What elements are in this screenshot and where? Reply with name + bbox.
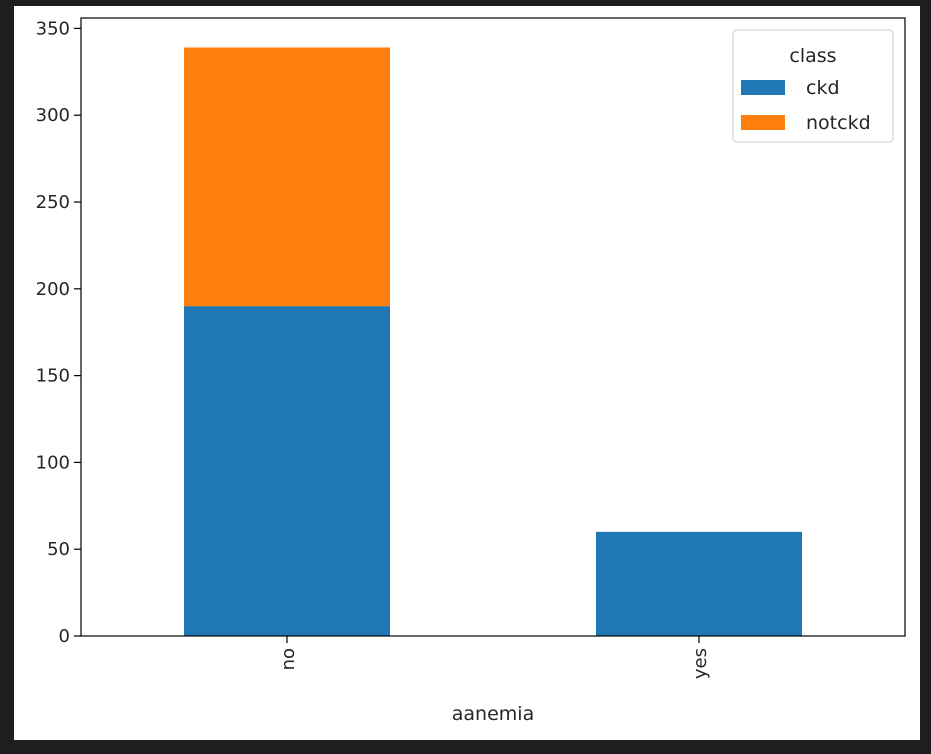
bar-yes-ckd bbox=[596, 531, 802, 636]
x-axis-ticks: no yes bbox=[278, 636, 711, 679]
y-tick-label: 250 bbox=[36, 192, 70, 213]
stacked-bar-chart: 0 50 100 150 200 250 300 350 no yes aanemia clas… bbox=[36, 17, 906, 725]
figure-canvas: 0 50 100 150 200 250 300 350 no yes aanemia clas… bbox=[14, 6, 920, 740]
plot-area-frame bbox=[80, 17, 906, 637]
legend-swatch-notckd bbox=[741, 115, 785, 130]
x-tick-label-no: no bbox=[278, 648, 299, 670]
x-axis-label: aanemia bbox=[452, 703, 534, 725]
y-tick-label: 300 bbox=[36, 105, 70, 126]
bar-no-ckd bbox=[184, 306, 390, 636]
y-tick-label: 0 bbox=[59, 626, 70, 647]
y-tick-label: 350 bbox=[36, 18, 70, 39]
bars-group bbox=[184, 47, 802, 636]
legend: class ckd notckd bbox=[732, 29, 894, 143]
bar-no-notckd bbox=[184, 47, 390, 307]
y-tick-label: 200 bbox=[36, 279, 70, 300]
legend-swatch-ckd bbox=[741, 80, 785, 95]
legend-box bbox=[732, 29, 894, 143]
y-tick-label: 100 bbox=[36, 452, 70, 473]
legend-title: class bbox=[789, 45, 836, 67]
y-tick-label: 50 bbox=[47, 539, 70, 560]
y-tick-label: 150 bbox=[36, 366, 70, 387]
legend-label-notckd: notckd bbox=[806, 112, 871, 134]
y-axis-ticks: 0 50 100 150 200 250 300 350 bbox=[36, 18, 81, 647]
legend-label-ckd: ckd bbox=[806, 77, 840, 99]
x-tick-label-yes: yes bbox=[690, 648, 711, 679]
